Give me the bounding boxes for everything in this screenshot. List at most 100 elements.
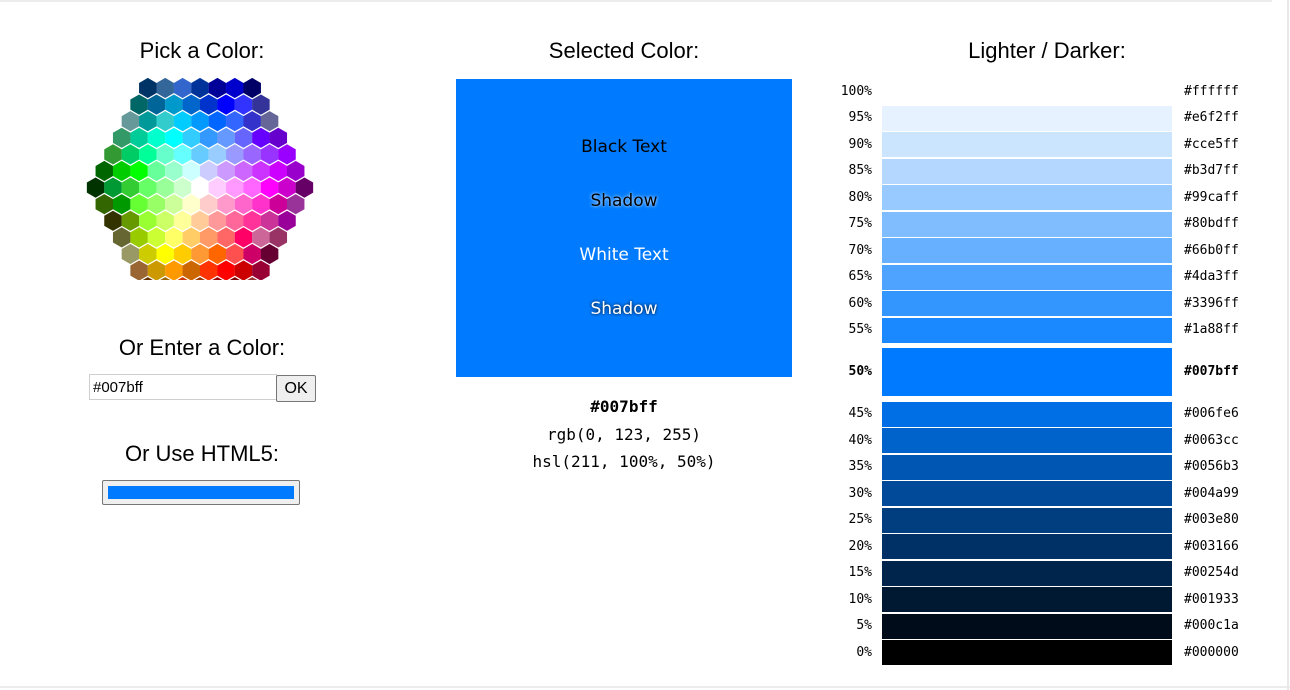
hex-color-cell[interactable] [147,260,166,281]
hex-color-cell[interactable] [173,243,192,265]
hex-color-cell[interactable] [182,94,201,115]
hex-color-cell[interactable] [191,210,209,231]
hex-color-cell[interactable] [173,111,192,132]
hex-color-cell[interactable] [260,177,279,198]
hex-color-cell[interactable] [226,77,244,99]
hex-color-cell[interactable] [191,111,209,132]
hex-color-cell[interactable] [208,243,227,265]
hex-color-cell[interactable] [278,177,296,198]
hex-color-cell[interactable] [243,243,261,265]
hex-color-cell[interactable] [182,160,201,182]
hex-color-cell[interactable] [147,227,166,248]
hex-color-cell[interactable] [217,194,235,215]
hex-color-cell[interactable] [121,144,140,165]
shade-swatch[interactable] [882,481,1172,507]
hex-color-cell[interactable] [165,127,183,148]
hex-color-cell[interactable] [199,94,218,115]
hex-color-cell[interactable] [243,144,261,165]
hex-color-cell[interactable] [139,77,157,99]
hex-color-cell[interactable] [269,194,288,215]
ok-button[interactable]: OK [276,375,316,402]
shade-swatch[interactable] [882,428,1172,454]
hex-color-cell[interactable] [226,277,244,280]
hex-color-cell[interactable] [147,160,166,182]
hex-color-cell[interactable] [226,111,244,132]
shade-swatch[interactable] [882,185,1172,211]
hex-color-cell[interactable] [243,77,261,99]
hex-color-cell[interactable] [199,194,218,215]
hex-color-cell[interactable] [86,177,105,198]
hex-color-cell[interactable] [260,111,279,132]
hex-color-cell[interactable] [208,77,227,99]
hex-color-cell[interactable] [156,177,174,198]
hex-color-cell[interactable] [226,243,244,265]
shade-swatch[interactable] [882,238,1172,264]
hex-color-cell[interactable] [95,160,114,182]
hex-color-cell[interactable] [269,160,288,182]
shade-swatch[interactable] [882,401,1172,427]
hex-color-cell[interactable] [139,144,157,165]
hex-color-cell[interactable] [130,194,148,215]
shade-swatch[interactable] [882,158,1172,184]
hex-color-cell[interactable] [252,260,270,281]
hex-color-cell[interactable] [199,260,218,281]
hex-color-cell[interactable] [243,111,261,132]
hex-color-cell[interactable] [130,260,148,281]
hex-color-cell[interactable] [226,144,244,165]
hex-color-cell[interactable] [234,227,253,248]
hex-color-cell[interactable] [191,277,209,280]
hex-color-cell[interactable] [217,127,235,148]
hex-color-cell[interactable] [156,111,174,132]
hex-color-cell[interactable] [243,210,261,231]
hex-color-cell[interactable] [269,127,288,148]
hex-color-cell[interactable] [278,210,296,231]
hex-color-cell[interactable] [95,194,114,215]
hex-color-cell[interactable] [112,194,131,215]
hex-color-cell[interactable] [182,194,201,215]
hex-color-cell[interactable] [173,210,192,231]
hex-color-cell[interactable] [269,227,288,248]
hex-color-cell[interactable] [104,210,122,231]
hex-color-cell[interactable] [191,77,209,99]
hex-color-cell[interactable] [165,94,183,115]
hex-color-cell[interactable] [234,194,253,215]
hex-color-cell[interactable] [191,243,209,265]
hex-color-cell[interactable] [139,111,157,132]
hex-color-cell[interactable] [112,127,131,148]
hex-color-cell[interactable] [217,260,235,281]
hex-color-cell[interactable] [173,177,192,198]
hex-color-cell[interactable] [252,194,270,215]
hex-color-cell[interactable] [252,94,270,115]
hex-color-cell[interactable] [252,127,270,148]
hex-color-cell[interactable] [156,243,174,265]
hex-color-cell[interactable] [182,260,201,281]
hex-color-cell[interactable] [226,177,244,198]
hex-color-cell[interactable] [165,227,183,248]
hex-color-cell[interactable] [139,277,157,280]
hex-color-cell[interactable] [130,227,148,248]
hex-color-cell[interactable] [121,177,140,198]
hex-color-cell[interactable] [130,160,148,182]
html5-color-input[interactable] [102,480,300,505]
hex-color-cell[interactable] [182,127,201,148]
hex-color-cell[interactable] [260,243,279,265]
hex-color-cell[interactable] [130,127,148,148]
hex-color-cell[interactable] [139,210,157,231]
hex-color-cell[interactable] [234,127,253,148]
color-input[interactable] [89,374,277,400]
shade-swatch[interactable] [882,105,1172,131]
hex-color-cell[interactable] [156,77,174,99]
hex-color-cell[interactable] [174,277,192,280]
hex-color-cell[interactable] [147,127,166,148]
hex-color-cell[interactable] [208,177,227,198]
hex-color-cell[interactable] [286,194,305,215]
hex-color-cell[interactable] [286,160,305,182]
hex-color-cell[interactable] [165,160,183,182]
hex-color-cell[interactable] [209,277,227,280]
hex-color-cell[interactable] [199,227,218,248]
hex-color-cell[interactable] [121,111,140,132]
shade-swatch[interactable] [882,132,1172,158]
hex-color-cell[interactable] [260,144,279,165]
hex-color-cell[interactable] [173,77,192,99]
hex-color-cell[interactable] [260,210,279,231]
